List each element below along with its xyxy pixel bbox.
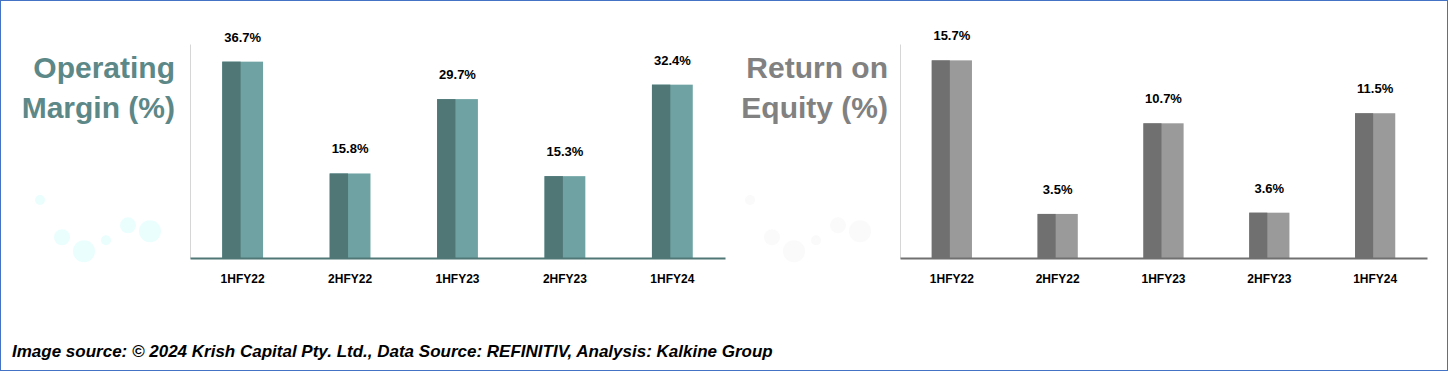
bars xyxy=(222,62,693,258)
chart-title: Return onEquity (%) xyxy=(741,51,888,124)
data-label: 36.7% xyxy=(224,30,261,45)
bar xyxy=(545,176,586,258)
decor-dot xyxy=(830,217,846,233)
tick: 1HFY24 xyxy=(1353,272,1397,286)
bar xyxy=(932,60,972,258)
tick: 2HFY23 xyxy=(1247,272,1291,286)
caption: Image source: © 2024 Krish Capital Pty. … xyxy=(12,342,773,361)
bar-shade xyxy=(330,173,348,258)
bar-shade xyxy=(1143,123,1161,258)
bar xyxy=(1355,113,1395,258)
tick-label: 1HFY22 xyxy=(221,272,265,286)
bar xyxy=(1038,214,1078,258)
data-label: 32.4% xyxy=(654,53,691,68)
x-axis: 1HFY22 2HFY22 1HFY23 2HFY23 1HFY24 xyxy=(191,259,726,286)
tick-label: 2HFY22 xyxy=(1036,272,1080,286)
decor-dot xyxy=(783,240,805,262)
baseline xyxy=(901,258,1428,260)
chart: OperatingMargin (%) 1HFY22 2HFY22 1HFY23 2HF… xyxy=(22,30,726,286)
baseline xyxy=(191,258,726,260)
x-axis: 1HFY22 2HFY22 1HFY23 2HFY23 1HFY24 xyxy=(901,259,1428,286)
bar-shade xyxy=(932,60,950,258)
chart-title: OperatingMargin (%) xyxy=(22,51,175,124)
tick: 1HFY23 xyxy=(1141,272,1185,286)
bar-shade xyxy=(1038,214,1056,258)
frame xyxy=(1,1,1448,371)
decor-dot xyxy=(73,240,95,262)
decor-dot xyxy=(139,220,161,242)
tick-label: 1HFY22 xyxy=(930,272,974,286)
data-label: 29.7% xyxy=(439,67,476,82)
tick: 2HFY23 xyxy=(543,272,587,286)
tick: 2HFY22 xyxy=(1036,272,1080,286)
bars xyxy=(932,60,1396,258)
tick-label: 1HFY23 xyxy=(435,272,479,286)
bar xyxy=(222,62,263,258)
bar xyxy=(1249,213,1289,258)
y-axis xyxy=(190,45,191,259)
y-axis-line xyxy=(190,45,191,259)
tick-label: 2HFY23 xyxy=(1247,272,1291,286)
tick-label: 2HFY22 xyxy=(328,272,372,286)
bar-shade xyxy=(652,85,670,258)
data-label: 11.5% xyxy=(1357,81,1394,96)
bar xyxy=(330,173,371,258)
bar-shade xyxy=(1249,213,1267,258)
data-label: 10.7% xyxy=(1145,91,1182,106)
decor-dot xyxy=(120,217,136,233)
bar xyxy=(1143,123,1183,258)
tick-label: 1HFY24 xyxy=(650,272,694,286)
decor-dot xyxy=(745,195,755,205)
tick: 2HFY22 xyxy=(328,272,372,286)
decor-dot xyxy=(811,235,821,245)
decor-dot xyxy=(54,229,70,245)
tick-label: 1HFY23 xyxy=(1141,272,1185,286)
decoration xyxy=(35,195,161,262)
y-axis-line xyxy=(900,45,901,259)
bar-shade xyxy=(545,176,563,258)
decor-dot xyxy=(849,220,871,242)
data-label: 15.8% xyxy=(332,141,369,156)
decor-dot xyxy=(35,195,45,205)
tick-label: 1HFY24 xyxy=(1353,272,1397,286)
decoration xyxy=(745,195,871,262)
tick: 1HFY23 xyxy=(435,272,479,286)
data-label: 15.3% xyxy=(546,144,583,159)
tick: 1HFY22 xyxy=(221,272,265,286)
data-label: 3.5% xyxy=(1043,182,1073,197)
y-axis xyxy=(900,45,901,259)
data-label: 3.6% xyxy=(1255,181,1285,196)
decor-dot xyxy=(764,229,780,245)
chart: Return onEquity (%) 1HFY22 2HFY22 1HFY23 2HF… xyxy=(741,28,1427,285)
figure: OperatingMargin (%) 1HFY22 2HFY22 1HFY23 2HF… xyxy=(0,0,1448,371)
bar xyxy=(652,85,693,258)
bar-shade xyxy=(1355,113,1373,258)
bar-shade xyxy=(222,62,240,258)
tick-label: 2HFY23 xyxy=(543,272,587,286)
tick: 1HFY24 xyxy=(650,272,694,286)
bar-shade xyxy=(437,99,455,258)
bar xyxy=(437,99,478,258)
data-label: 15.7% xyxy=(933,28,970,43)
decor-dot xyxy=(101,235,111,245)
tick: 1HFY22 xyxy=(930,272,974,286)
